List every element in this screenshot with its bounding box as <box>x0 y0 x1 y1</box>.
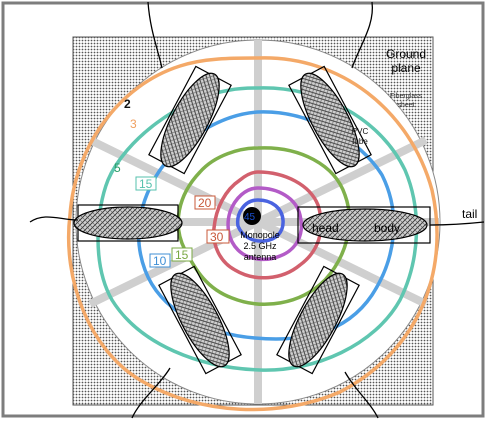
contour-box-20 <box>194 195 216 210</box>
contour-value-labels: 2 3 5 15 20 30 45 10 15 <box>114 97 256 268</box>
wires <box>29 1 485 419</box>
fiberglass-label-2: sheet <box>397 102 414 109</box>
field-contours <box>66 56 439 412</box>
contour-box-30 <box>206 229 230 244</box>
labels: Ground plane Fiberglass sheet PVC tube M… <box>240 47 477 262</box>
contour-orange <box>66 56 439 412</box>
monopole-label-2: 2.5 GHz <box>243 241 277 251</box>
contour-green <box>176 146 352 306</box>
contour-label-3: 3 <box>130 117 137 131</box>
body-label: body <box>374 221 400 235</box>
specimens <box>73 65 431 375</box>
contour-label-20: 20 <box>198 196 212 210</box>
contour-label-15b: 15 <box>175 248 189 262</box>
contour-label-10: 10 <box>153 254 167 268</box>
contour-box-15b <box>171 247 193 262</box>
contour-box-10 <box>149 253 171 268</box>
contour-label-5: 5 <box>114 161 121 175</box>
head-label: head <box>312 221 339 235</box>
contour-red <box>211 170 323 280</box>
contour-blue <box>136 110 396 341</box>
monopole-label-3: antenna <box>244 252 277 262</box>
contour-indigo <box>235 198 285 243</box>
monopole-antenna <box>243 207 261 225</box>
ground-plane-label: Ground <box>386 47 426 61</box>
contour-label-15: 15 <box>139 177 153 191</box>
contour-label-30: 30 <box>210 230 224 244</box>
contour-label-2: 2 <box>124 97 131 111</box>
contour-box-15 <box>135 176 157 191</box>
ground-plane-label-2: plane <box>391 61 421 75</box>
contour-label-45: 45 <box>244 212 256 223</box>
pvc-label: PVC <box>352 127 369 136</box>
monopole-label: Monopole <box>240 230 280 240</box>
tail-label: tail <box>462 207 477 221</box>
pvc-label-2: tube <box>352 137 368 146</box>
fiberglass-label: Fiberglass <box>390 93 423 100</box>
